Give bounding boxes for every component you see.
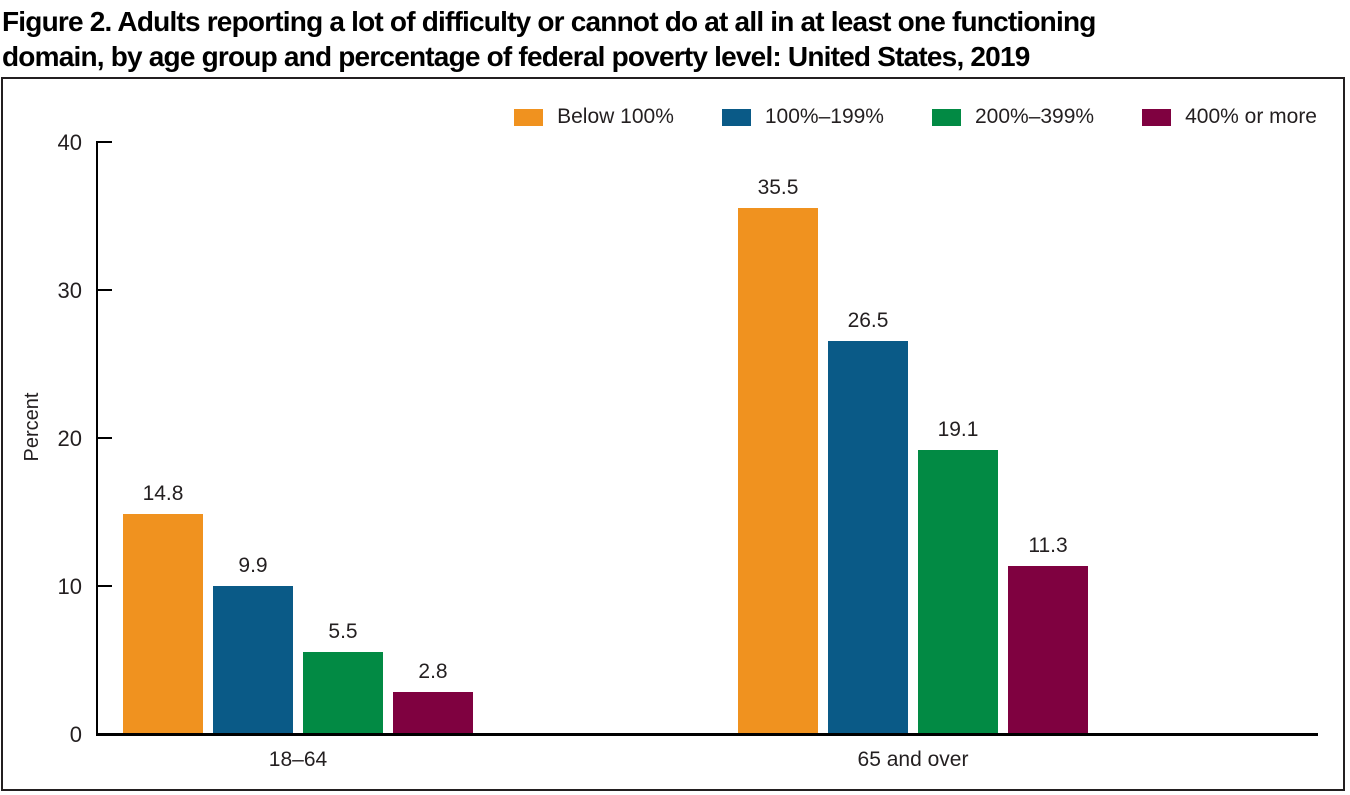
legend: Below 100% 100%–199% 200%–399% 400% or more	[514, 105, 1317, 129]
legend-item: 100%–199%	[721, 105, 884, 129]
bar-value-label: 26.5	[847, 309, 889, 332]
y-axis-line	[96, 141, 98, 736]
y-tick-label: 0	[69, 722, 82, 747]
legend-item: Below 100%	[514, 105, 674, 129]
chart-frame: Below 100% 100%–199% 200%–399% 400% or more…	[1, 77, 1345, 791]
bar-value-label: 5.5	[328, 620, 358, 643]
y-tick-mark	[98, 141, 112, 143]
bar-below-100-	[738, 208, 818, 733]
bar-400-or-more	[393, 692, 473, 733]
x-axis-line	[96, 733, 1318, 736]
bar-400-or-more	[1008, 566, 1088, 733]
y-tick-mark	[98, 437, 112, 439]
legend-swatch-icon	[931, 108, 961, 126]
legend-swatch-icon	[514, 108, 544, 126]
legend-item: 200%–399%	[931, 105, 1095, 129]
y-tick-label: 20	[57, 426, 82, 451]
y-tick-label: 40	[57, 130, 82, 155]
bar-value-label: 11.3	[1028, 534, 1068, 557]
y-tick-mark	[98, 289, 112, 291]
bar-100-199-	[213, 586, 293, 733]
bar-value-label: 19.1	[937, 418, 979, 441]
x-category-label: 65 and over	[857, 748, 969, 771]
legend-item: 400% or more	[1142, 105, 1317, 129]
legend-label: Below 100%	[557, 105, 674, 128]
figure-title-line1: Figure 2. Adults reporting a lot of diff…	[2, 6, 1096, 37]
bar-value-label: 9.9	[238, 554, 268, 577]
bar-100-199-	[828, 341, 908, 733]
legend-label: 200%–399%	[974, 105, 1095, 128]
y-tick-label: 10	[57, 574, 82, 599]
bar-200-399-	[918, 450, 998, 733]
legend-label: 100%–199%	[764, 105, 884, 128]
bar-below-100-	[123, 514, 203, 733]
bar-value-label: 35.5	[757, 176, 799, 199]
y-tick-mark	[98, 585, 112, 587]
legend-swatch-icon	[721, 108, 751, 126]
figure-title: Figure 2. Adults reporting a lot of diff…	[2, 4, 1342, 74]
bar-value-label: 14.8	[142, 482, 184, 505]
figure-title-line2: domain, by age group and percentage of f…	[2, 41, 1030, 72]
plot-area: 0 10 20 30 40 14.8 35.5 9.9 26.5 5.5 19.1 2.8 11.3 18…	[3, 79, 1339, 785]
x-category-label: 18–64	[268, 748, 328, 771]
y-tick-label: 30	[57, 278, 82, 303]
bar-value-label: 2.8	[418, 660, 448, 683]
legend-swatch-icon	[1142, 108, 1172, 126]
bar-200-399-	[303, 652, 383, 733]
legend-label: 400% or more	[1185, 105, 1317, 128]
